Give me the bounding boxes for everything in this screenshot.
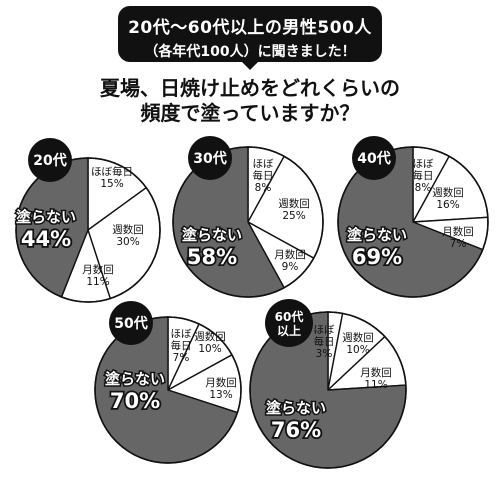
slice-label-2: 25% xyxy=(282,210,305,222)
slice-label-2: 週数回 xyxy=(432,186,464,199)
dominant-slice-value: 76% xyxy=(271,418,321,442)
slice-label-3: 7% xyxy=(450,238,467,250)
dominant-slice-label: 塗らない xyxy=(266,399,326,417)
slice-label-3: 月数回 xyxy=(82,263,114,276)
slice-label-2: 週数回 xyxy=(278,197,310,210)
slice-label-2: 週数回 xyxy=(194,330,226,343)
slice-label-1: 8% xyxy=(415,182,432,194)
dominant-slice-value: 70% xyxy=(110,389,160,413)
slice-label-1: ほぼ xyxy=(253,158,274,170)
slice-label-2: 10% xyxy=(346,344,369,356)
question-line-2: 頻度で塗っていますか？ xyxy=(140,101,360,125)
slice-label-1: 3% xyxy=(316,348,333,360)
slice-label-1: 8% xyxy=(255,182,272,194)
age-badge-label: 60代 xyxy=(275,309,304,324)
slice-label-1: 毎日 xyxy=(314,335,335,348)
dominant-slice-value: 69% xyxy=(352,245,402,269)
slice-label-1: ほぼ xyxy=(314,324,335,336)
slice-label-3: 11% xyxy=(364,379,387,391)
pie-outline xyxy=(172,146,324,298)
dominant-slice-value: 58% xyxy=(187,245,237,269)
slice-label-1: ほぼ xyxy=(413,158,434,170)
slice-label-2: 10% xyxy=(198,343,221,355)
question-line-1: 夏場、日焼け止めをどれくらいの xyxy=(100,76,400,100)
age-badge xyxy=(28,138,72,182)
pie-outline xyxy=(249,311,407,469)
age-badge xyxy=(188,136,232,180)
slice-label-1: ほぼ xyxy=(171,328,192,340)
callout-tail xyxy=(240,60,260,70)
dominant-slice-label: 塗らない xyxy=(182,226,242,244)
age-badge-label: 以上 xyxy=(277,323,301,338)
dominant-slice-label: 塗らない xyxy=(347,226,407,244)
slice-label-3: 月数回 xyxy=(360,366,392,379)
pie-outline xyxy=(94,316,242,464)
slice-label-1: 7% xyxy=(173,352,190,364)
age-badge-label: 30代 xyxy=(193,150,226,167)
slice-label-1: 毎日 xyxy=(171,339,192,352)
slice-label-3: 月数回 xyxy=(274,248,306,261)
slice-label-2: 週数回 xyxy=(112,223,144,236)
slice-label-3: 11% xyxy=(86,276,109,288)
slice-label-1: ほぼ毎日 xyxy=(91,165,133,178)
dominant-slice-value: 44% xyxy=(21,227,71,251)
age-badge-label: 40代 xyxy=(357,150,390,167)
age-badge xyxy=(352,136,396,180)
dominant-slice-label: 塗らない xyxy=(105,370,165,388)
slice-label-1: 毎日 xyxy=(413,169,434,182)
callout-line-2: （各年代100人）に聞きました！ xyxy=(144,44,356,60)
pie-outline xyxy=(337,146,489,298)
slice-label-3: 13% xyxy=(209,389,232,401)
dominant-slice-label: 塗らない xyxy=(16,208,76,226)
age-badge xyxy=(265,299,313,347)
header: 20代〜60代以上の男性500人 （各年代100人）に聞きました！ 夏場、日焼け… xyxy=(0,0,500,130)
slice-label-2: 16% xyxy=(436,199,459,211)
slice-label-3: 月数回 xyxy=(442,225,474,238)
question-title: 夏場、日焼け止めをどれくらいの 頻度で塗っていますか？ xyxy=(0,76,500,126)
slice-label-1: 毎日 xyxy=(253,169,274,182)
slice-label-2: 30% xyxy=(116,236,139,248)
slice-label-1: 15% xyxy=(100,178,123,190)
age-badge-label: 20代 xyxy=(33,152,66,169)
survey-callout: 20代〜60代以上の男性500人 （各年代100人）に聞きました！ xyxy=(118,6,382,62)
slice-label-2: 週数回 xyxy=(342,331,374,344)
callout-line-1: 20代〜60代以上の男性500人 xyxy=(128,18,372,38)
pie-outline xyxy=(15,157,161,303)
slice-label-3: 月数回 xyxy=(205,376,237,389)
age-badge-label: 50代 xyxy=(114,315,147,332)
slice-label-3: 9% xyxy=(282,261,299,273)
age-badge xyxy=(109,301,153,345)
